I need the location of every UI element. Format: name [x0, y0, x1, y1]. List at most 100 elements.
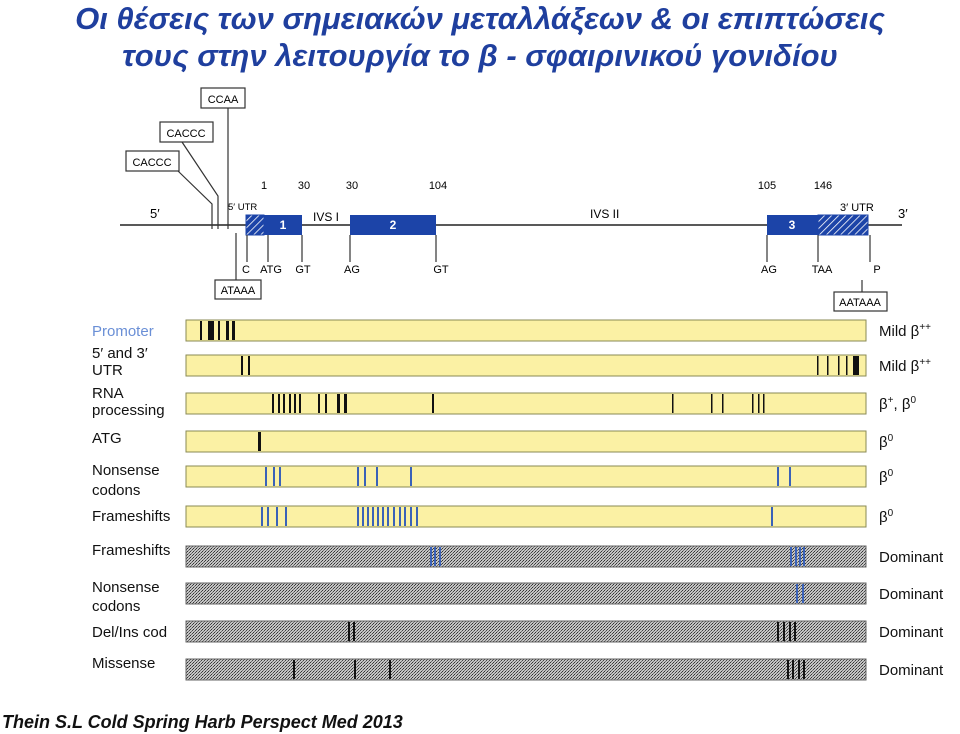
mutation-mark: [763, 394, 765, 413]
mutation-mark: [382, 507, 384, 526]
intron-1-label: IVS I: [313, 210, 339, 224]
mutation-mark: [376, 467, 378, 486]
mutation-mark: [278, 394, 280, 413]
exon-2: [350, 215, 436, 235]
mutation-mark: [389, 660, 391, 679]
mutation-mark: [789, 467, 791, 486]
mutation-mark: [410, 507, 412, 526]
mutation-mark: [803, 660, 805, 679]
site-gt-2: GT: [433, 264, 449, 276]
row-label: Frameshifts: [92, 508, 170, 525]
mutation-row: Frameshifts Dominant: [92, 542, 944, 568]
mutation-mark: [337, 394, 340, 413]
codon-105: 105: [758, 180, 776, 192]
mutation-row: 5′ and 3′UTR Mild β++: [92, 345, 931, 379]
mutation-mark: [777, 467, 779, 486]
codon-146: 146: [814, 180, 832, 192]
mutation-mark: [218, 321, 220, 340]
mutation-mark: [752, 394, 754, 413]
row-phenotype: Mild β++: [879, 322, 931, 340]
atata-box: [214, 279, 262, 300]
mutation-mark: [248, 356, 250, 375]
row-phenotype: Dominant: [879, 586, 944, 603]
mutation-row: Nonsense codons β0: [92, 462, 894, 499]
mutation-mark: [226, 321, 229, 340]
mutation-mark: [434, 547, 436, 566]
mutation-mark: [792, 660, 794, 679]
exon-3-label: 3: [789, 218, 796, 232]
mutation-mark: [353, 622, 355, 641]
utr5-label: 5′ UTR: [228, 202, 257, 213]
mutation-mark: [794, 622, 796, 641]
mutation-mark: [299, 394, 301, 413]
mutation-mark: [789, 622, 791, 641]
mutation-row: Promoter Mild β++: [92, 319, 931, 342]
title-line-1: Οι θέσεις των σημειακών μεταλλάξεων & οι…: [75, 1, 885, 36]
caccc-connector-1: [181, 141, 219, 229]
mutation-mark: [276, 507, 278, 526]
mutation-row: Del/Ins cod Dominant: [92, 620, 944, 643]
row-bar: [185, 620, 867, 643]
atata-label: ATAAA: [221, 285, 256, 297]
mutation-row: Missense Dominant: [92, 655, 944, 681]
mutation-mark: [372, 507, 374, 526]
mutation-mark: [722, 394, 724, 413]
utr3-label: 3′ UTR: [840, 202, 874, 214]
slide-title: Οι θέσεις των σημειακών μεταλλάξεων & οι…: [0, 0, 960, 74]
mutation-mark: [802, 584, 804, 603]
mutation-mark: [367, 507, 369, 526]
row-bar: [185, 658, 867, 681]
ccaa-label: CCAA: [208, 94, 239, 106]
mutation-mark: [273, 467, 275, 486]
row-bar: [185, 465, 867, 488]
mutation-mark: [393, 507, 395, 526]
row-label: Missense: [92, 655, 155, 672]
aataaa-box: [833, 291, 888, 312]
mutation-mark: [289, 394, 291, 413]
mutation-mark: [272, 394, 274, 413]
row-label: codons: [92, 482, 140, 499]
row-label: ATG: [92, 430, 122, 447]
codon-30-a: 30: [298, 180, 310, 192]
mutation-mark: [404, 507, 406, 526]
mutation-mark: [827, 356, 829, 375]
site-ag-2: AG: [761, 264, 777, 276]
mutation-mark: [787, 660, 789, 679]
site-ag-1: AG: [344, 264, 360, 276]
row-bar: [185, 582, 867, 605]
utr3-block: [817, 214, 869, 236]
mutation-mark: [432, 394, 434, 413]
mutation-mark: [362, 507, 364, 526]
mutation-mark: [364, 467, 366, 486]
gene-map: CCAA CACCC CACCC 5′ 3′ 5′ UTR 3′ UTR 1 2…: [120, 87, 908, 312]
mutation-mark: [399, 507, 401, 526]
mutation-mark: [439, 547, 441, 566]
codon-30-b: 30: [346, 180, 358, 192]
title-line-2: τους στην λειτουργία το β - σφαιρινικού …: [122, 38, 838, 73]
mutation-mark: [318, 394, 320, 413]
mutation-mark: [803, 547, 805, 566]
row-label: codons: [92, 598, 140, 615]
mutation-mark: [241, 356, 243, 375]
mutation-rows: Promoter Mild β++ 5′ and 3′UTR Mild β++ RNAp…: [92, 319, 944, 681]
row-label: 5′ and 3′: [92, 345, 148, 362]
row-bar: [185, 354, 867, 377]
row-phenotype: β0: [879, 433, 894, 451]
row-bar: [185, 430, 867, 453]
mutation-mark: [354, 660, 356, 679]
mutation-mark: [790, 547, 792, 566]
codon-1: 1: [261, 180, 267, 192]
row-label: RNA: [92, 385, 124, 402]
citation: Thein S.L Cold Spring Harb Perspect Med …: [2, 712, 403, 732]
row-bar: [185, 545, 867, 568]
row-label: Frameshifts: [92, 542, 170, 559]
mutation-mark: [771, 507, 773, 526]
ccaa-box: [200, 87, 246, 109]
row-phenotype: β0: [879, 468, 894, 486]
mutation-mark: [799, 547, 801, 566]
mutation-mark: [261, 507, 263, 526]
row-phenotype: β+, β0: [879, 395, 916, 413]
row-label: Nonsense: [92, 579, 160, 596]
mutation-mark: [357, 467, 359, 486]
